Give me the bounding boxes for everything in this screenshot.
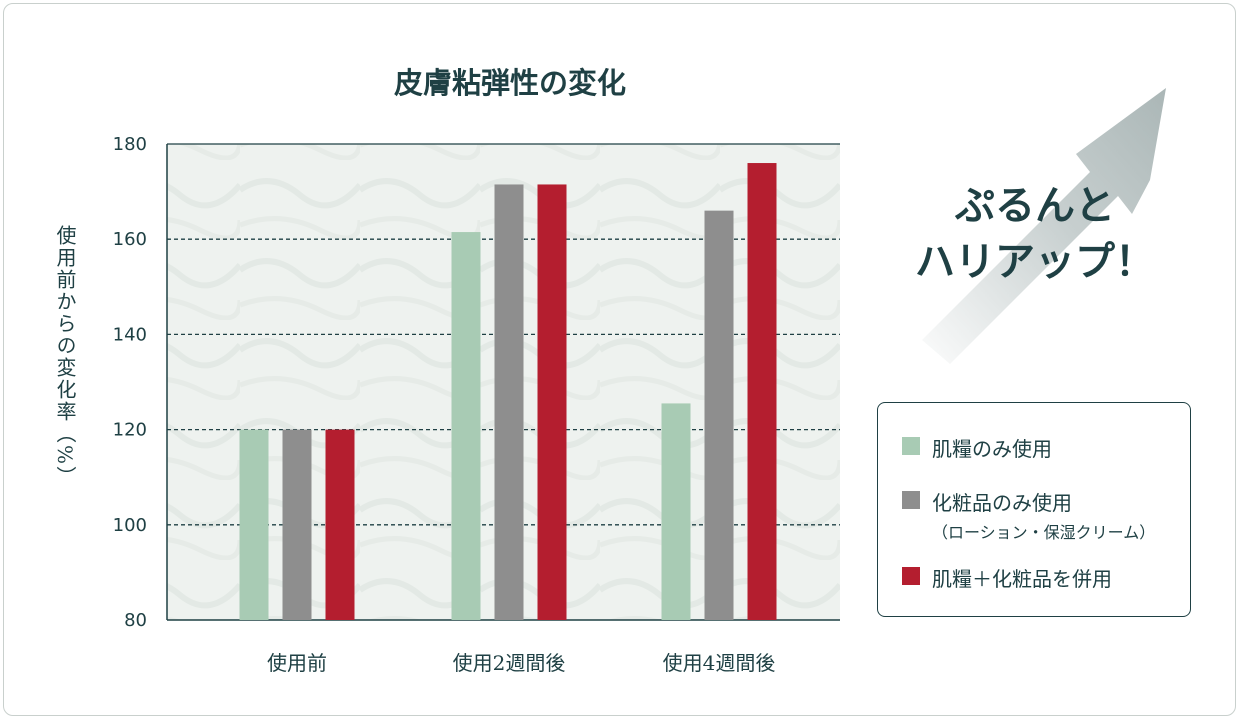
bar-cosmetics-only — [704, 210, 734, 620]
up-arrow-icon — [922, 88, 1166, 364]
chart-legend: 肌糧のみ使用 化粧品のみ使用 （ローション・保湿クリーム） 肌糧＋化粧品を併用 — [877, 402, 1191, 617]
catchphrase-line2: ハリアップ！ — [915, 238, 1155, 285]
bar-cosmetics-only — [282, 429, 312, 620]
bar-skin-only — [451, 232, 481, 620]
y-tick-label: 180 — [113, 134, 147, 155]
legend-label: 肌糧＋化粧品を併用 — [932, 567, 1112, 591]
bar-combined — [325, 429, 355, 620]
legend-swatch — [902, 491, 920, 509]
bar-combined — [537, 184, 567, 620]
catchphrase-line1: ぷるんと — [955, 182, 1115, 229]
bar-combined — [747, 163, 777, 621]
x-tick-label: 使用2週間後 — [453, 651, 566, 675]
y-tick-label: 120 — [113, 420, 147, 441]
bar-skin-only — [661, 403, 691, 620]
bar-skin-only — [239, 429, 269, 620]
x-tick-label: 使用4週間後 — [663, 651, 776, 675]
legend-swatch — [902, 567, 920, 585]
y-tick-label: 140 — [113, 324, 147, 345]
y-tick-label: 100 — [113, 515, 147, 536]
y-tick-label: 80 — [124, 610, 147, 631]
legend-note: （ローション・保湿クリーム） — [932, 523, 1156, 542]
chart-title: 皮膚粘弾性の変化 — [393, 66, 626, 100]
legend-label: 化粧品のみ使用 — [932, 491, 1072, 515]
catchphrase: ぷるんと ハリアップ！ — [905, 178, 1165, 290]
y-axis-label: 使用前からの変化率（%） — [53, 225, 77, 489]
legend-swatch — [902, 437, 920, 455]
legend-label: 肌糧のみ使用 — [932, 437, 1052, 461]
y-tick-label: 160 — [113, 229, 147, 250]
bar-cosmetics-only — [494, 184, 524, 620]
x-tick-label: 使用前 — [267, 651, 327, 675]
